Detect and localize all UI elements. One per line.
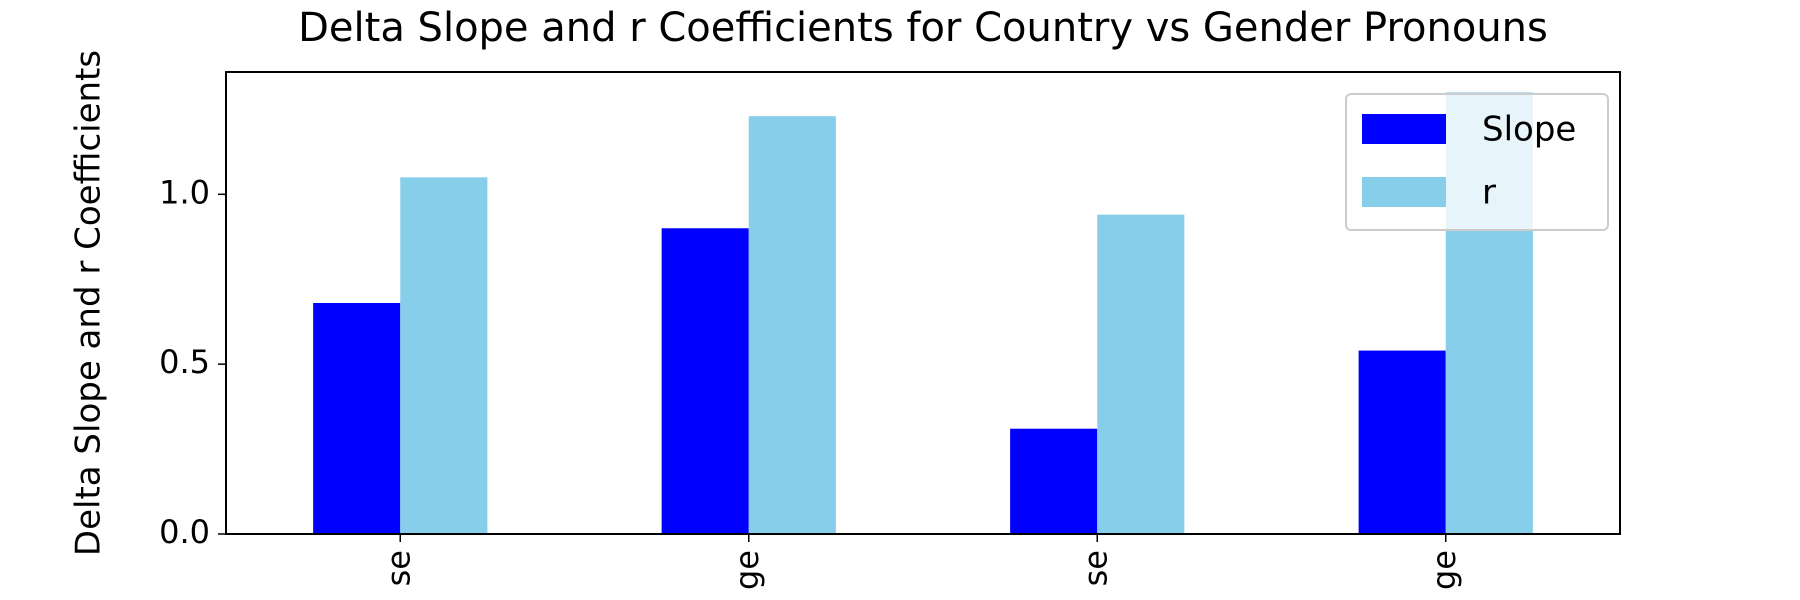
y-axis-label: Delta Slope and r Coefficients <box>69 50 109 556</box>
bar <box>313 303 401 534</box>
y-tick-label: 1.0 <box>159 173 210 211</box>
bar <box>748 116 836 534</box>
x-tick-label: se <box>379 550 417 586</box>
bar <box>1358 350 1446 534</box>
plot-frame <box>225 71 1621 535</box>
y-tick-label: 0.0 <box>159 513 210 551</box>
legend-swatch <box>1362 114 1446 144</box>
x-tick-label: se <box>1076 550 1114 586</box>
legend-label: Slope <box>1482 110 1576 150</box>
chart-title: Delta Slope and r Coefficients for Count… <box>298 5 1548 51</box>
bar <box>400 177 488 534</box>
legend-label: r <box>1482 173 1496 213</box>
bar <box>661 228 749 534</box>
bar <box>1097 214 1185 535</box>
bar <box>1010 428 1098 534</box>
legend-swatch <box>1362 177 1446 207</box>
y-tick-label: 0.5 <box>159 343 210 381</box>
x-tick-label: ge <box>728 550 766 590</box>
x-tick-label: ge <box>1425 550 1463 590</box>
